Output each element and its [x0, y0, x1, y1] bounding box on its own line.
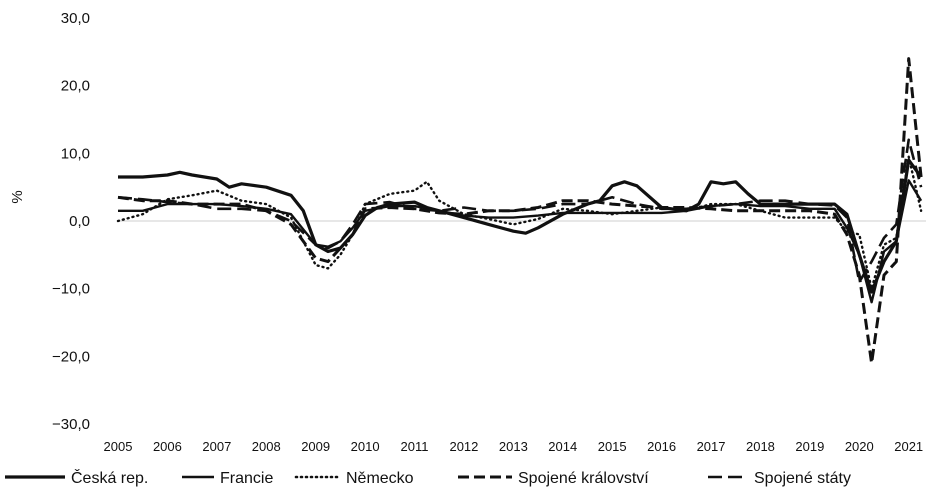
x-tick-label: 2014	[548, 439, 577, 454]
x-tick-label: 2012	[449, 439, 478, 454]
series-line	[117, 138, 923, 284]
x-tick-label: 2016	[647, 439, 676, 454]
x-tick-label: 2020	[845, 439, 874, 454]
y-tick-label: 20,0	[61, 78, 90, 95]
x-tick-label: 2018	[746, 439, 775, 454]
y-axis: 30,0 20,0 10,0 0,0 −10,0 −20,0 −30,0	[52, 10, 90, 433]
legend-label: Spojené království	[518, 470, 649, 487]
y-tick-label: −20,0	[52, 348, 90, 365]
legend-label: Spojené státy	[754, 470, 851, 487]
series-line	[117, 57, 923, 365]
legend-label: Německo	[346, 470, 414, 487]
x-tick-label: 2021	[894, 439, 923, 454]
legend-label: Česká rep.	[71, 468, 148, 487]
x-tick-label: 2015	[598, 439, 627, 454]
x-tick-label: 2010	[351, 439, 380, 454]
x-axis: 2005 2006 2007 2008 2009 2010 2011 2012 2013 2014…	[104, 439, 924, 454]
x-tick-label: 2007	[202, 439, 231, 454]
x-tick-label: 2005	[104, 439, 133, 454]
y-tick-label: 10,0	[61, 145, 90, 162]
y-axis-label: %	[9, 190, 26, 203]
x-tick-label: 2019	[795, 439, 824, 454]
series-line	[118, 158, 923, 294]
x-tick-label: 2008	[252, 439, 281, 454]
y-tick-label: −30,0	[52, 416, 90, 433]
y-tick-label: 30,0	[61, 10, 90, 27]
y-tick-label: 0,0	[69, 213, 90, 230]
legend: Česká rep. Francie Německo Spojené královst…	[5, 468, 851, 487]
x-tick-label: 2013	[499, 439, 528, 454]
series-lines	[116, 57, 923, 365]
legend-label: Francie	[220, 470, 273, 487]
series-line	[116, 155, 923, 290]
x-tick-label: 2006	[153, 439, 182, 454]
series-line	[118, 179, 923, 304]
x-tick-label: 2017	[697, 439, 726, 454]
x-tick-label: 2011	[401, 439, 429, 454]
y-tick-label: −10,0	[52, 281, 90, 298]
x-tick-label: 2009	[301, 439, 330, 454]
